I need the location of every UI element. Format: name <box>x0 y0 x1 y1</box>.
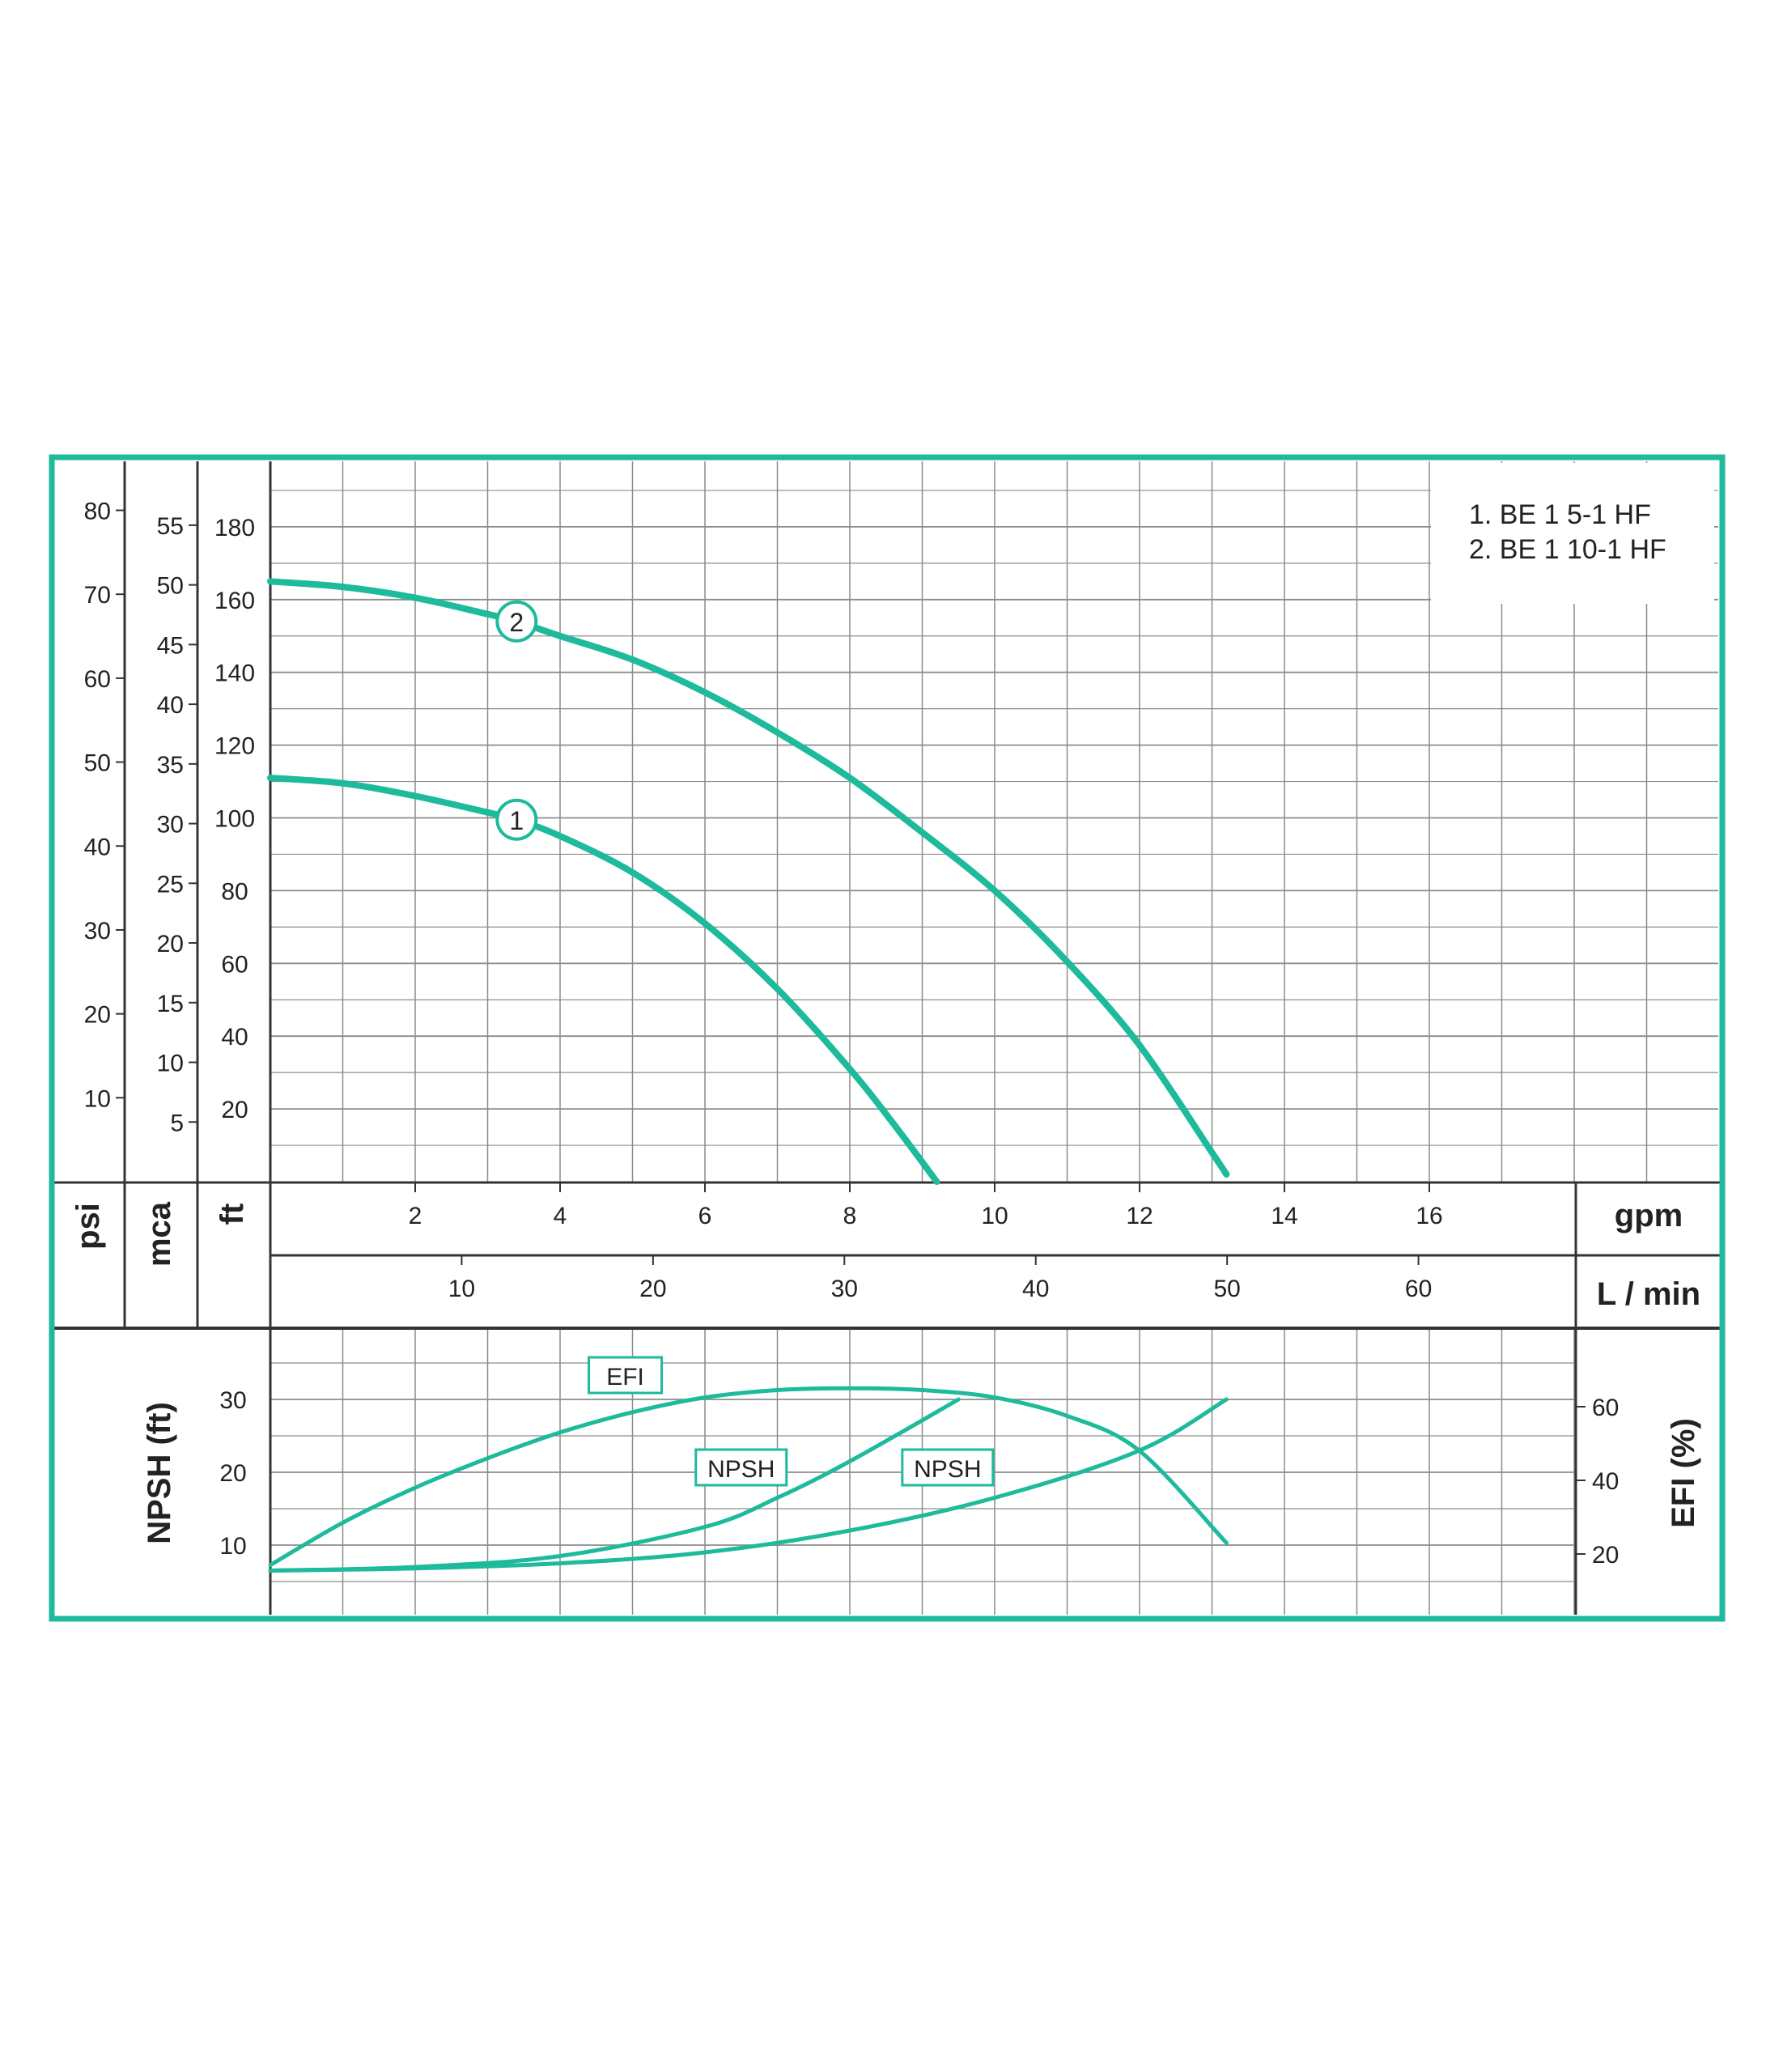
mca-tick-label: 30 <box>157 812 184 839</box>
lmin-tick-label: 60 <box>1405 1276 1432 1302</box>
ft-tick-label: 80 <box>221 878 248 905</box>
psi-tick-label: 30 <box>84 918 111 945</box>
pump-curve-1 <box>267 775 940 1185</box>
ft-tick-label: 100 <box>214 806 255 833</box>
psi-tick-label: 50 <box>84 750 111 777</box>
legend-box <box>1431 463 1714 604</box>
npsh-axis-label: NPSH (ft) <box>142 1402 177 1544</box>
lmin-tick-label: 40 <box>1022 1276 1049 1302</box>
npsh-efi-curves: EFI NPSH NPSH <box>268 1356 1229 1573</box>
npsh-tick-label: 10 <box>219 1533 246 1560</box>
npsh-tick-label: 30 <box>219 1387 246 1414</box>
psi-tick-label: 20 <box>84 1002 111 1029</box>
mca-tick-label: 25 <box>157 871 184 898</box>
curve-label-box <box>588 1356 664 1395</box>
mca-tick-label: 15 <box>157 991 184 1017</box>
curve-marker-label: 1 <box>509 806 524 835</box>
efi-tick-label: 60 <box>1592 1395 1619 1421</box>
gpm-tick-label: 8 <box>843 1203 857 1229</box>
psi-tick-label: 40 <box>84 834 111 860</box>
lmin-axis-label: L / min <box>1597 1276 1700 1312</box>
mca-tick-label: 50 <box>157 573 184 600</box>
mca-tick-label: 55 <box>157 513 184 540</box>
lmin-tick-label: 50 <box>1213 1276 1240 1302</box>
lmin-tick-label: 20 <box>639 1276 666 1302</box>
curve-label-box <box>694 1448 788 1487</box>
mca-tick-label: 5 <box>170 1110 184 1136</box>
curve-marker-1 <box>495 798 538 841</box>
efi-axis-label: EFI (%) <box>1666 1418 1701 1528</box>
psi-tick-label: 70 <box>84 582 111 609</box>
mca-tick-label: 35 <box>157 752 184 779</box>
ft-tick-label: 40 <box>221 1024 248 1051</box>
gpm-tick-label: 12 <box>1126 1203 1153 1229</box>
gpm-tick-label: 14 <box>1271 1203 1297 1229</box>
mca-tick-label: 20 <box>157 931 184 957</box>
lmin-tick-label: 10 <box>448 1276 475 1302</box>
ft-tick-label: 20 <box>221 1097 248 1123</box>
chart-frame <box>49 454 1726 1622</box>
efi-curve <box>268 1386 1229 1568</box>
curve-marker-label: 2 <box>509 608 524 637</box>
mca-tick-label: 10 <box>157 1051 184 1077</box>
lmin-tick-label: 30 <box>831 1276 858 1302</box>
curve-marker-2 <box>495 600 538 643</box>
mca-axis-label: mca <box>142 1201 177 1267</box>
ft-axis-label: ft <box>214 1204 250 1225</box>
gpm-tick-label: 6 <box>698 1203 712 1229</box>
gpm-tick-label: 10 <box>981 1203 1008 1229</box>
npsh-curve-2 <box>268 1397 1229 1573</box>
efi-tick-label: 20 <box>1592 1542 1619 1569</box>
psi-tick-label: 10 <box>84 1085 111 1112</box>
legend-entry-1: 1. BE 1 5-1 HF <box>1469 499 1651 530</box>
gpm-tick-label: 16 <box>1416 1203 1442 1229</box>
psi-tick-label: 80 <box>84 499 111 525</box>
ft-tick-label: 160 <box>214 588 255 614</box>
curve-label: EFI <box>606 1364 644 1391</box>
curve-label-box <box>901 1448 995 1487</box>
tick-labels: 10 20 30 40 50 60 70 80 5 10 15 20 25 30 35 40 45 50 55 20 4… <box>84 499 1620 1569</box>
efi-tick-label: 40 <box>1592 1468 1619 1495</box>
npsh-tick-label: 20 <box>219 1460 246 1487</box>
gpm-tick-label: 2 <box>409 1203 422 1229</box>
axis-lines <box>52 461 1720 1615</box>
mca-tick-label: 45 <box>157 632 184 659</box>
psi-axis-label: psi <box>70 1203 106 1250</box>
mca-tick-label: 40 <box>157 692 184 719</box>
gpm-tick-label: 4 <box>554 1203 567 1229</box>
legend-entry-2: 2. BE 1 10-1 HF <box>1469 534 1666 565</box>
ft-tick-label: 180 <box>214 515 255 541</box>
ft-tick-label: 120 <box>214 733 255 760</box>
pump-curve-2 <box>267 578 1230 1178</box>
pump-curves: 12 <box>267 578 1230 1185</box>
ft-tick-label: 60 <box>221 951 248 978</box>
psi-tick-label: 60 <box>84 666 111 693</box>
curve-label: NPSH <box>914 1456 981 1483</box>
gpm-axis-label: gpm <box>1615 1198 1683 1233</box>
curve-label: NPSH <box>707 1456 775 1483</box>
ft-tick-label: 140 <box>214 660 255 687</box>
